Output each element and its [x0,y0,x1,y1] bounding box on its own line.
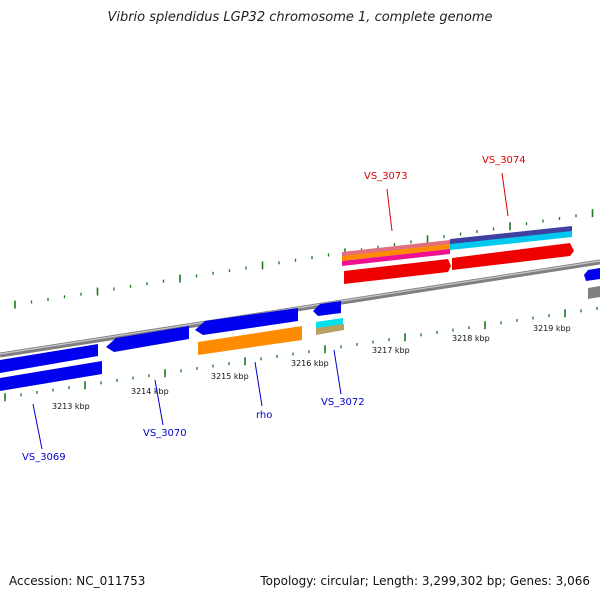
track-tan-small [316,324,344,335]
kbp-label: 3216 kbp [291,359,329,368]
leader-rho [254,361,263,407]
gene-arrow-rho [198,326,302,355]
gene-label-VS_3069[interactable]: VS_3069 [22,452,66,463]
inner-tick-row [4,306,598,402]
leader-VS_3069 [32,403,43,450]
leader-VS_3070 [154,379,164,426]
kbp-scale-labels: 3213 kbp 3214 kbp 3215 kbp 3216 kbp 3217… [52,324,571,411]
kbp-label: 3214 kbp [131,387,169,396]
gene-arrow-VS_3069-a [0,344,98,373]
gene-label-VS_3072[interactable]: VS_3072 [321,397,365,408]
gene-arrow-VS_3073 [344,259,451,284]
gene-label-rho[interactable]: rho [256,410,272,421]
gene-label-VS_3074[interactable]: VS_3074 [482,155,526,166]
gene-arrow-VS_3072 [313,301,341,316]
gene-arrow-VS_3074 [452,243,574,270]
accession-text: Accession: NC_011753 [9,574,146,588]
gene-label-leaders [32,172,509,450]
gene-label-VS_3073[interactable]: VS_3073 [364,171,408,182]
gene-arrow-right-edge-blue [584,268,600,281]
kbp-label: 3218 kbp [452,334,490,343]
leader-VS_3073 [386,188,393,232]
gene-arrow-VS_3069-b [0,361,102,391]
gene-arrow-right-edge-gray [588,286,600,299]
chromosome-backbone [0,259,600,358]
reverse-gene-cluster[interactable] [0,301,344,391]
genome-summary-text: Topology: circular; Length: 3,299,302 bp… [260,574,590,588]
track-cyan-small [316,318,343,329]
gene-label-VS_3070[interactable]: VS_3070 [143,428,187,439]
forward-gene-cluster[interactable] [342,226,600,299]
gene-arrow-rho-upper [195,308,298,335]
kbp-label: 3215 kbp [211,372,249,381]
leader-VS_3072 [333,349,342,395]
gene-labels: VS_3073 VS_3074 VS_3069 VS_3070 rho VS_3… [22,155,526,463]
track-orange [342,244,450,261]
kbp-label: 3217 kbp [372,346,410,355]
chromosome-backbone-highlight [0,260,600,355]
track-magenta [342,249,450,266]
track-cyan [450,231,572,250]
map-title: Vibrio splendidus LGP32 chromosome 1, co… [107,10,493,25]
gene-arrow-VS_3070 [106,326,189,352]
kbp-label: 3213 kbp [52,402,90,411]
leader-VS_3074 [501,172,509,217]
kbp-label: 3219 kbp [533,324,571,333]
